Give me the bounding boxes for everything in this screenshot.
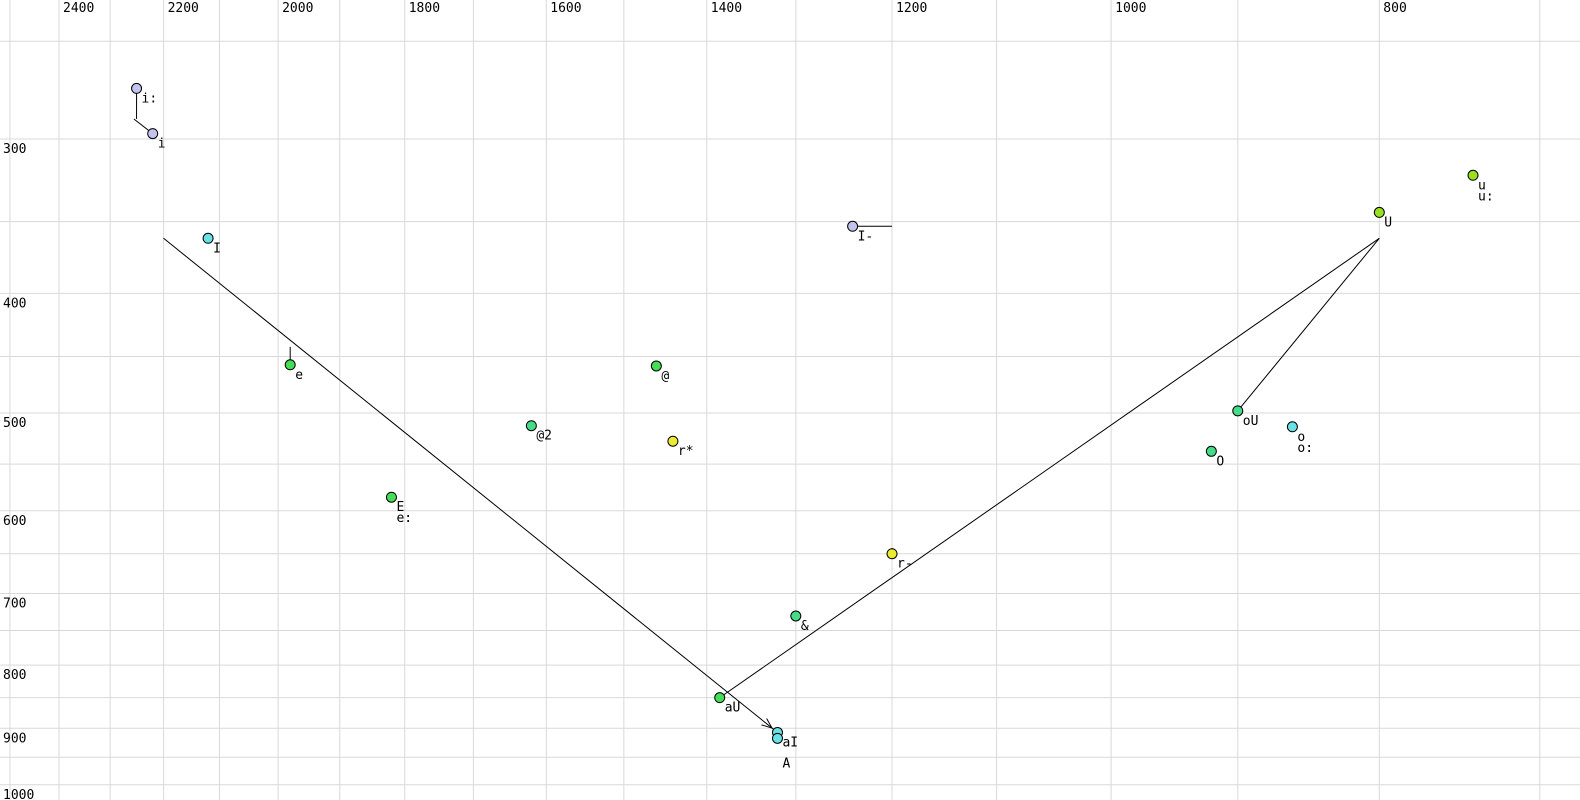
y-tick-label-600: 600	[3, 514, 26, 529]
x-tick-label-1200: 1200	[896, 1, 927, 16]
vowel-point-aU[interactable]	[714, 692, 726, 704]
x-tick-label-2400: 2400	[63, 1, 94, 16]
vowel-label-E-1: e:	[396, 511, 412, 526]
trajectory-oU-glide	[1237, 237, 1380, 412]
vowel-label-r: r*	[678, 444, 694, 459]
vowel-point-i[interactable]	[147, 128, 159, 140]
vowel-point-E[interactable]	[385, 491, 397, 503]
x-tick-label-800: 800	[1383, 1, 1406, 16]
y-tick-label-500: 500	[3, 416, 26, 431]
vowel-point-i[interactable]	[131, 82, 143, 94]
vowel-point-I[interactable]	[202, 232, 214, 244]
x-tick-label-1400: 1400	[711, 1, 742, 16]
vowel-point-oU[interactable]	[1232, 405, 1244, 417]
vowel-point-sym[interactable]	[790, 610, 802, 622]
vowel-point-r[interactable]	[886, 548, 898, 560]
y-tick-label-800: 800	[3, 668, 26, 683]
trajectory-aI-glide	[163, 237, 778, 733]
vowel-point-2[interactable]	[525, 420, 537, 432]
vowel-point-O[interactable]	[1205, 445, 1217, 457]
vowel-label-u: u	[1478, 178, 1486, 193]
vowel-label-e: e	[295, 368, 303, 383]
x-tick-label-2000: 2000	[282, 1, 313, 16]
y-tick-label-1000: 1000	[3, 788, 34, 800]
vowel-label-u-1: u:	[1478, 189, 1494, 204]
vowel-label-sym: @	[661, 369, 669, 384]
vowel-label-sym: &	[801, 619, 809, 634]
vowel-labels: i: i I I-e Ee: @ @2 r* r- & aU aI AoU oo: O Uuu:	[142, 91, 1494, 771]
vowel-label-aI: aI	[782, 735, 798, 750]
vowel-point-u[interactable]	[1467, 169, 1479, 181]
trajectory-aU-glide	[719, 237, 1380, 699]
vowel-label-U: U	[1384, 215, 1392, 230]
vowel-label-oU: oU	[1243, 414, 1259, 429]
x-tick-label-1600: 1600	[550, 1, 581, 16]
y-tick-label-900: 900	[3, 731, 26, 746]
vowel-label-o: o	[1297, 430, 1305, 445]
vowel-label-2: @2	[536, 429, 552, 444]
vowel-point-I[interactable]	[847, 220, 859, 232]
axis-tick-labels: 2400 2200 2000 1800 1600 1400 1200 1000 800 300 40…	[3, 1, 1407, 800]
vowel-label-I: I-	[858, 229, 874, 244]
vowel-label-O: O	[1216, 454, 1224, 469]
vowel-label-aU: aU	[725, 701, 741, 716]
vowel-label-r: r-	[897, 557, 913, 572]
trajectory-arrowhead-aI-glide-0	[761, 724, 773, 729]
vowel-point-U[interactable]	[1373, 206, 1385, 218]
vowel-point-r[interactable]	[667, 435, 679, 447]
x-tick-label-2200: 2200	[168, 1, 199, 16]
vowel-points	[131, 82, 1479, 744]
vowel-label-o-1: o:	[1297, 441, 1313, 456]
x-tick-label-1800: 1800	[409, 1, 440, 16]
trajectory-lines	[133, 88, 1380, 733]
vowel-point-A[interactable]	[771, 732, 783, 744]
vowel-label-A: A	[782, 756, 790, 771]
vowel-label-I: I	[213, 241, 221, 256]
vowel-label-i: i:	[142, 91, 158, 106]
x-tick-label-1000: 1000	[1115, 1, 1146, 16]
trajectory-arrowhead-aI-glide-1	[766, 718, 773, 729]
y-tick-label-400: 400	[3, 296, 26, 311]
vowel-point-o[interactable]	[1286, 421, 1298, 433]
vowel-point-sym[interactable]	[650, 360, 662, 372]
vowel-point-e[interactable]	[284, 359, 296, 371]
y-tick-label-300: 300	[3, 142, 26, 157]
vowel-label-E: E	[396, 500, 404, 515]
vowel-label-i: i	[158, 137, 166, 152]
y-tick-label-700: 700	[3, 596, 26, 611]
